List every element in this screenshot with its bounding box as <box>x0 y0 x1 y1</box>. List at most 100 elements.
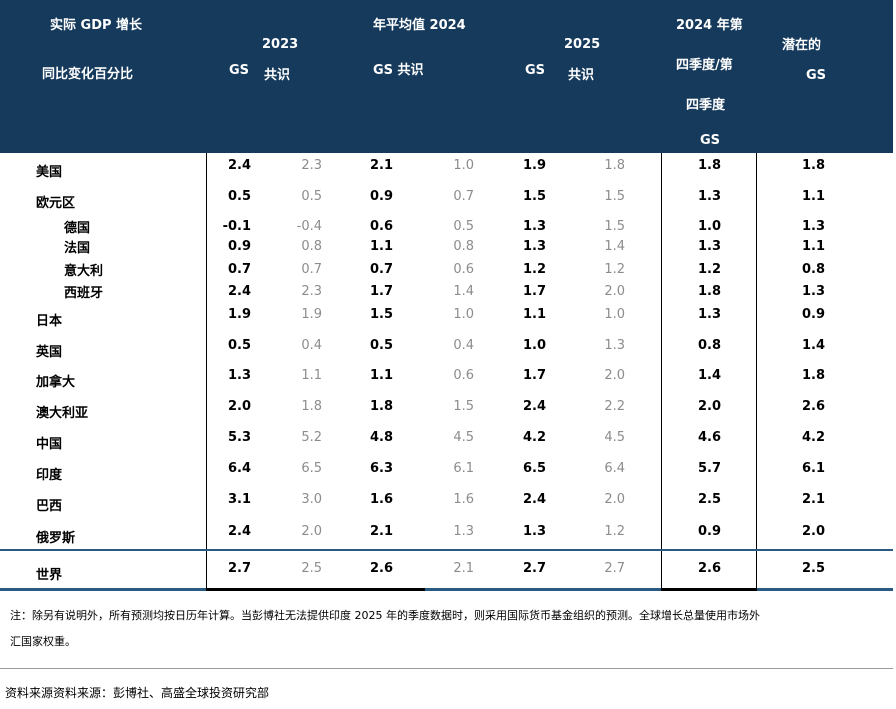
cell-gs-2025: 1.5 <box>522 189 546 204</box>
cell-consensus-2025: 2.7 <box>604 561 625 576</box>
col-consensus-2025: 共识 <box>568 68 595 83</box>
cell-gs-potential: 4.2 <box>801 430 825 445</box>
row-label: 法国 <box>64 241 91 256</box>
row-title-line2: 同比变化百分比 <box>42 67 134 82</box>
cell-consensus-2023: 0.8 <box>301 239 322 254</box>
row-title-line1: 实际 GDP 增长 <box>50 18 143 33</box>
cell-gs-potential: 2.6 <box>801 399 825 414</box>
cell-consensus-2025: 1.5 <box>604 189 625 204</box>
cell-consensus-2025: 2.2 <box>604 399 625 414</box>
cell-gs-q4-2024: 0.9 <box>697 524 721 539</box>
world-separator-line <box>0 549 893 551</box>
cell-gs-2024: 1.7 <box>369 284 393 299</box>
table-header: 实际 GDP 增长 同比变化百分比 2023 GS 共识 年平均值 2024 G… <box>0 0 893 153</box>
cell-gs-2025: 1.2 <box>522 262 546 277</box>
cell-gs-2023: 0.7 <box>227 262 251 277</box>
row-label: 德国 <box>64 221 91 236</box>
cell-gs-2023: -0.1 <box>222 219 251 234</box>
cell-consensus-2023: 1.9 <box>301 307 322 322</box>
cell-gs-2024: 1.1 <box>369 368 393 383</box>
cell-gs-2025: 2.4 <box>522 399 546 414</box>
cell-gs-2023: 2.4 <box>227 284 251 299</box>
cell-gs-q4-2024: 1.2 <box>697 262 721 277</box>
cell-gs-2024: 4.8 <box>369 430 393 445</box>
cell-gs-q4-2024: 1.8 <box>697 158 721 173</box>
col-year-2025: 2025 <box>564 37 601 52</box>
cell-gs-q4-2024: 4.6 <box>697 430 721 445</box>
cell-consensus-2024: 1.4 <box>453 284 474 299</box>
cell-consensus-2024: 0.8 <box>453 239 474 254</box>
cell-consensus-2023: 1.1 <box>301 368 322 383</box>
col-potential-line2: GS <box>806 68 827 83</box>
row-label: 印度 <box>36 468 63 483</box>
cell-gs-q4-2024: 1.0 <box>697 219 721 234</box>
cell-consensus-2024: 0.6 <box>453 368 474 383</box>
row-label: 加拿大 <box>36 375 76 390</box>
cell-gs-potential: 0.8 <box>801 262 825 277</box>
row-label: 中国 <box>36 437 63 452</box>
cell-gs-2024: 2.1 <box>369 158 393 173</box>
cell-gs-q4-2024: 2.5 <box>697 492 721 507</box>
row-label: 欧元区 <box>36 196 76 211</box>
cell-consensus-2025: 2.0 <box>604 492 625 507</box>
col-annual-avg-2024: 年平均值 2024 <box>373 18 466 33</box>
col-gs-2025: GS <box>525 63 546 78</box>
cell-consensus-2024: 0.6 <box>453 262 474 277</box>
column-divider <box>756 153 757 590</box>
cell-gs-potential: 1.1 <box>801 239 825 254</box>
cell-gs-2023: 2.4 <box>227 524 251 539</box>
cell-gs-2025: 1.3 <box>522 219 546 234</box>
cell-gs-2023: 1.9 <box>227 307 251 322</box>
cell-consensus-2025: 1.8 <box>604 158 625 173</box>
cell-gs-2025: 1.1 <box>522 307 546 322</box>
cell-gs-q4-2024: 1.3 <box>697 239 721 254</box>
col-year-2023: 2023 <box>262 37 299 52</box>
cell-gs-q4-2024: 5.7 <box>697 461 721 476</box>
cell-gs-2023: 2.7 <box>227 561 251 576</box>
cell-gs-2024: 0.7 <box>369 262 393 277</box>
row-label: 英国 <box>36 345 63 360</box>
cell-consensus-2025: 1.2 <box>604 262 625 277</box>
cell-gs-potential: 1.8 <box>801 368 825 383</box>
cell-consensus-2023: 6.5 <box>301 461 322 476</box>
cell-consensus-2024: 1.0 <box>453 158 474 173</box>
col-gs-2023: GS <box>229 63 250 78</box>
cell-consensus-2024: 6.1 <box>453 461 474 476</box>
cell-gs-2025: 1.3 <box>522 239 546 254</box>
cell-gs-potential: 1.4 <box>801 338 825 353</box>
col-consensus-2023: 共识 <box>264 68 291 83</box>
cell-gs-potential: 1.3 <box>801 219 825 234</box>
cell-consensus-2024: 2.1 <box>453 561 474 576</box>
row-label: 澳大利亚 <box>36 406 89 421</box>
cell-gs-2024: 6.3 <box>369 461 393 476</box>
cell-gs-2023: 0.9 <box>227 239 251 254</box>
column-divider <box>661 153 662 590</box>
cell-gs-potential: 6.1 <box>801 461 825 476</box>
col-q4-line3: 四季度 <box>686 98 726 113</box>
cell-consensus-2023: 1.8 <box>301 399 322 414</box>
cell-gs-2025: 6.5 <box>522 461 546 476</box>
cell-consensus-2025: 1.4 <box>604 239 625 254</box>
cell-consensus-2024: 1.0 <box>453 307 474 322</box>
col-potential-line1: 潜在的 <box>782 38 822 53</box>
cell-gs-2024: 1.5 <box>369 307 393 322</box>
cell-gs-2024: 1.6 <box>369 492 393 507</box>
cell-gs-2024: 0.6 <box>369 219 393 234</box>
cell-gs-2023: 1.3 <box>227 368 251 383</box>
cell-consensus-2025: 2.0 <box>604 368 625 383</box>
cell-consensus-2025: 2.0 <box>604 284 625 299</box>
cell-gs-potential: 1.1 <box>801 189 825 204</box>
cell-consensus-2024: 1.5 <box>453 399 474 414</box>
cell-gs-q4-2024: 0.8 <box>697 338 721 353</box>
footer-divider <box>0 668 893 669</box>
cell-gs-q4-2024: 1.3 <box>697 189 721 204</box>
cell-consensus-2025: 6.4 <box>604 461 625 476</box>
cell-gs-2025: 1.3 <box>522 524 546 539</box>
cell-gs-q4-2024: 2.6 <box>697 561 721 576</box>
cell-consensus-2024: 4.5 <box>453 430 474 445</box>
cell-gs-2025: 2.7 <box>522 561 546 576</box>
cell-gs-2024: 2.6 <box>369 561 393 576</box>
footnote-line2: 汇国家权重。 <box>10 635 76 648</box>
cell-gs-2025: 1.9 <box>522 158 546 173</box>
cell-gs-2025: 1.7 <box>522 368 546 383</box>
